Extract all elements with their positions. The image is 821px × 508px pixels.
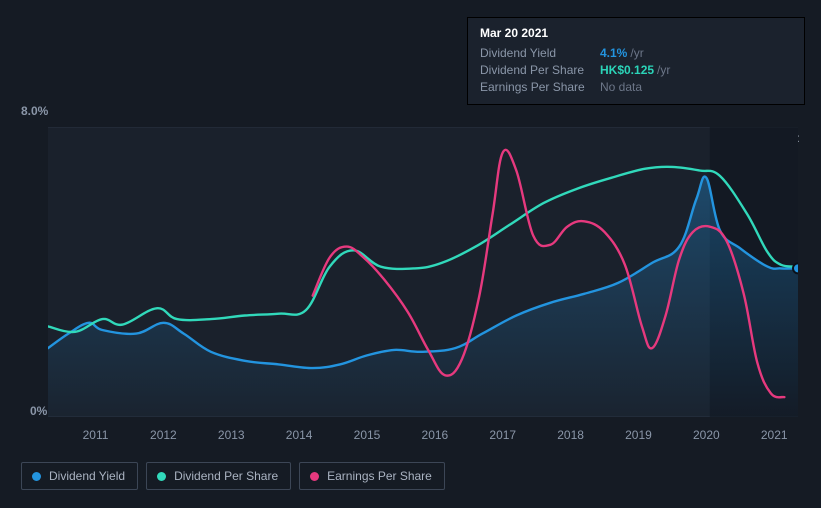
legend-label: Dividend Per Share <box>174 469 278 483</box>
tooltip-value: HK$0.125/yr <box>600 63 670 77</box>
legend-label: Earnings Per Share <box>327 469 432 483</box>
legend-label: Dividend Yield <box>49 469 125 483</box>
legend-item-earnings-per-share[interactable]: Earnings Per Share <box>299 462 445 490</box>
x-axis-tick-label: 2016 <box>422 428 449 442</box>
y-axis-min-label: 0% <box>30 404 47 418</box>
x-axis-tick-label: 2017 <box>489 428 516 442</box>
tooltip-label: Dividend Per Share <box>480 63 600 77</box>
x-axis-tick-label: 2013 <box>218 428 245 442</box>
legend-dot <box>157 472 166 481</box>
y-axis-max-label: 8.0% <box>21 104 48 118</box>
legend-item-dividend-per-share[interactable]: Dividend Per Share <box>146 462 291 490</box>
legend-dot <box>310 472 319 481</box>
x-axis-tick-label: 2018 <box>557 428 584 442</box>
x-axis-tick-label: 2020 <box>693 428 720 442</box>
x-axis-tick-label: 2021 <box>761 428 788 442</box>
tooltip-row: Earnings Per Share No data <box>480 80 792 94</box>
x-axis-labels: 2011 2012 2013 2014 2015 2016 2017 2018 2019 2020… <box>48 428 798 446</box>
tooltip-label: Earnings Per Share <box>480 80 600 94</box>
legend-dot <box>32 472 41 481</box>
tooltip-label: Dividend Yield <box>480 46 600 60</box>
tooltip-row: Dividend Per Share HK$0.125/yr <box>480 63 792 77</box>
x-axis-tick-label: 2015 <box>354 428 381 442</box>
tooltip-value: 4.1%/yr <box>600 46 644 60</box>
x-axis-tick-label: 2019 <box>625 428 652 442</box>
legend-item-dividend-yield[interactable]: Dividend Yield <box>21 462 138 490</box>
x-axis-tick-label: 2011 <box>83 428 109 442</box>
tooltip-value: No data <box>600 80 642 94</box>
x-axis-tick-label: 2012 <box>150 428 177 442</box>
x-axis-tick-label: 2014 <box>286 428 313 442</box>
tooltip-row: Dividend Yield 4.1%/yr <box>480 46 792 60</box>
chart-plot-area <box>48 127 798 417</box>
tooltip-date: Mar 20 2021 <box>480 26 792 40</box>
chart-legend: Dividend Yield Dividend Per Share Earnin… <box>21 462 445 490</box>
chart-tooltip: Mar 20 2021 Dividend Yield 4.1%/yr Divid… <box>467 17 805 105</box>
